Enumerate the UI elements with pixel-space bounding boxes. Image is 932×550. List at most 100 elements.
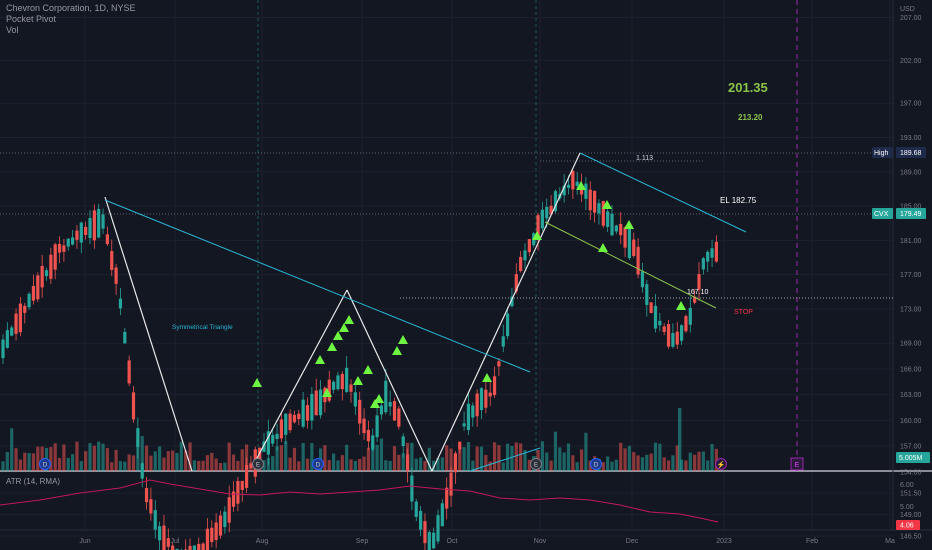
volume-bar [149, 455, 153, 471]
high-tag-box [872, 147, 893, 158]
event-marker-letter: D [43, 463, 48, 469]
time-axis-tick: Jun [79, 538, 90, 545]
candle-body [662, 326, 666, 332]
candle-body [214, 522, 218, 540]
volume-bar [549, 460, 553, 471]
candle-body [645, 284, 649, 305]
candle-body [414, 501, 418, 517]
volume-bar [123, 461, 127, 471]
candle-body [314, 390, 318, 416]
candle-body [671, 332, 675, 347]
volume-bar [366, 447, 370, 471]
event-marker [312, 458, 324, 470]
volume-bar [210, 452, 214, 471]
volume-bar [601, 462, 605, 471]
candle-body [336, 375, 340, 390]
entry-label: EL 182.75 [720, 196, 757, 205]
price-axis-tick: 149.00 [900, 512, 922, 519]
candle-body [358, 399, 362, 424]
candle-body [606, 211, 610, 227]
volume-bar [262, 460, 266, 471]
pocket-pivot-marker [598, 243, 608, 252]
zigzag-line [255, 289, 348, 461]
volume-box [896, 452, 930, 463]
candle-body [118, 298, 123, 309]
volume-bar [423, 461, 427, 471]
volume-bar [449, 448, 453, 471]
candle-body [540, 209, 544, 229]
volume-bar [497, 445, 501, 471]
volume-bar [31, 453, 36, 471]
candle-body [340, 373, 344, 390]
candle-body [1, 339, 5, 359]
candle-body [440, 503, 444, 527]
candle-body [240, 480, 244, 490]
zigzag-line [431, 152, 581, 472]
price-axis-tick: 163.00 [900, 392, 922, 399]
candle-body [640, 271, 645, 288]
symbol-tag-box [872, 208, 893, 219]
volume-bar [671, 455, 675, 471]
candle-body [666, 324, 671, 347]
candle-body [710, 248, 714, 258]
volume-bar [462, 447, 466, 471]
candle-body [110, 251, 114, 270]
pocket-pivot-marker [576, 181, 586, 190]
candle-body [466, 403, 471, 431]
candle-body [88, 218, 92, 238]
stop-label: STOP [734, 309, 753, 316]
volume-bar [192, 460, 196, 471]
candle-body [462, 423, 466, 427]
symbol-tag-text: CVX [874, 211, 889, 218]
volume-bar [436, 458, 440, 471]
volume-bar [545, 452, 549, 471]
volume-bar [88, 443, 92, 471]
volume-bar [475, 446, 479, 471]
volume-bar [114, 449, 118, 471]
indicator-pocket-pivot[interactable]: Pocket Pivot [6, 14, 57, 24]
split-marker [715, 458, 727, 470]
volume-bar [5, 452, 9, 471]
candle-body [188, 545, 192, 550]
candle-body [519, 257, 523, 271]
volume-bar [375, 444, 379, 471]
volume-bar [371, 444, 375, 471]
symbol-title[interactable]: Chevron Corporation, 1D, NYSE [6, 3, 136, 13]
pattern-label: Symmetrical Triangle [172, 324, 233, 331]
volume-bar [27, 453, 31, 471]
candle-body [349, 384, 353, 392]
price-axis-tick: 151.50 [900, 491, 922, 498]
volume-bar [240, 449, 244, 471]
candle-body [632, 239, 636, 256]
volume-bar [397, 454, 401, 471]
candle-body [397, 408, 401, 427]
volume-bar [427, 447, 431, 471]
time-axis-tick: Oct [447, 538, 458, 545]
volume-bar [223, 462, 227, 471]
candle-body [10, 327, 14, 336]
volume-bar [166, 451, 170, 471]
volume-bar [636, 455, 640, 471]
candle-body [714, 241, 718, 262]
volume-bar [245, 444, 249, 471]
volume-bar [288, 457, 292, 471]
candle-body [680, 325, 684, 341]
volume-bar [688, 452, 692, 471]
candle-body [566, 184, 571, 188]
volume-bar [510, 445, 514, 471]
candle-body [66, 238, 70, 247]
candle-body [601, 200, 605, 226]
candle-body [332, 381, 336, 390]
candle-body [49, 254, 53, 279]
atr-line [0, 479, 719, 523]
indicator-volume[interactable]: Vol [6, 25, 19, 35]
pocket-pivot-marker [374, 394, 384, 403]
price-axis-tick: 169.00 [900, 341, 922, 348]
candle-body [266, 431, 270, 455]
candle-body [410, 475, 414, 502]
event-marker-letter: D [594, 463, 599, 469]
candle-body [84, 226, 88, 235]
price-axis-tick: 202.00 [900, 58, 922, 65]
candle-body [245, 464, 249, 488]
